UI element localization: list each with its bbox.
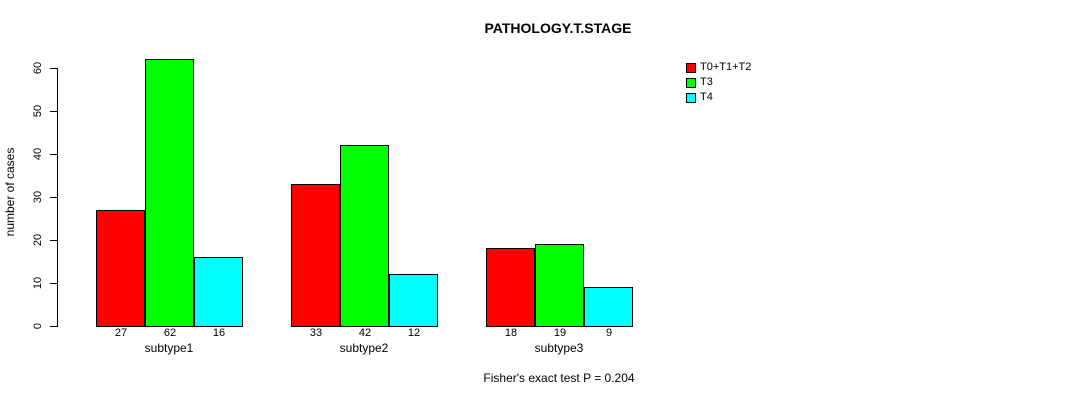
bar-value-label: 19 [553, 327, 567, 339]
bar [535, 244, 584, 327]
bar-value-label: 12 [407, 327, 421, 339]
y-tick [50, 283, 57, 284]
y-tick [50, 111, 57, 112]
y-tick-label: 40 [32, 147, 44, 161]
category-label: subtype1 [144, 341, 194, 355]
bar [145, 59, 194, 327]
x-axis-label: Fisher's exact test P = 0.204 [483, 371, 635, 385]
bar [96, 210, 145, 327]
bar [486, 248, 535, 327]
category-label: subtype2 [339, 341, 389, 355]
bar [584, 287, 633, 327]
legend-item: T4 [686, 90, 751, 105]
bar [291, 184, 340, 327]
bar-value-label: 18 [504, 327, 518, 339]
legend-swatch [686, 77, 696, 88]
legend-item: T3 [686, 75, 751, 90]
y-tick-label: 60 [32, 61, 44, 75]
bar-value-label: 62 [163, 327, 177, 339]
legend-item: T0+T1+T2 [686, 60, 751, 75]
y-tick [50, 197, 57, 198]
y-tick-label: 0 [32, 322, 44, 330]
bar [389, 274, 438, 327]
bar [340, 145, 389, 327]
chart-title: PATHOLOGY.T.STAGE [484, 20, 632, 36]
y-tick-label: 50 [32, 104, 44, 118]
bar-value-label: 42 [358, 327, 372, 339]
y-tick [50, 326, 57, 327]
legend-item-label: T4 [700, 91, 713, 103]
legend-item-label: T0+T1+T2 [700, 61, 752, 73]
y-tick-label: 30 [32, 190, 44, 204]
y-tick [50, 240, 57, 241]
bar [194, 257, 243, 327]
y-tick-label: 10 [32, 276, 44, 290]
y-tick-label: 20 [32, 233, 44, 247]
category-label: subtype3 [534, 341, 584, 355]
y-tick [50, 68, 57, 69]
legend-swatch [686, 62, 696, 73]
bar-value-label: 9 [605, 327, 613, 339]
bar-value-label: 16 [212, 327, 226, 339]
legend-item-label: T3 [700, 76, 713, 88]
bar-value-label: 33 [309, 327, 323, 339]
y-tick [50, 154, 57, 155]
bar-value-label: 27 [114, 327, 128, 339]
legend: T0+T1+T2 T3 T4 [686, 60, 751, 105]
legend-swatch [686, 92, 696, 103]
y-axis-line [57, 68, 58, 327]
